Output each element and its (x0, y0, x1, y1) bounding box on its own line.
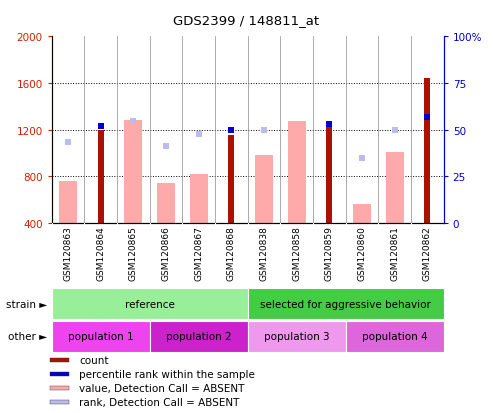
Bar (50, 358, 69, 362)
Bar (124, 121, 142, 223)
Bar (386, 152, 404, 223)
Bar (59, 182, 77, 223)
Text: GSM120868: GSM120868 (227, 225, 236, 280)
Bar (150, 321, 248, 352)
Text: GSM120858: GSM120858 (292, 225, 301, 280)
Text: GSM120864: GSM120864 (96, 225, 106, 280)
Bar (50, 400, 69, 404)
Bar (50, 372, 69, 376)
Bar (228, 135, 234, 223)
Bar (52, 289, 248, 320)
Bar (326, 123, 332, 223)
Text: selected for aggressive behavior: selected for aggressive behavior (260, 299, 431, 309)
Bar (248, 289, 444, 320)
Text: population 2: population 2 (166, 331, 232, 342)
Bar (248, 321, 346, 352)
Text: GSM120867: GSM120867 (194, 225, 203, 280)
Text: GDS2399 / 148811_at: GDS2399 / 148811_at (174, 14, 319, 27)
Text: reference: reference (125, 299, 175, 309)
Text: GSM120865: GSM120865 (129, 225, 138, 280)
Bar (157, 184, 175, 223)
Bar (288, 122, 306, 223)
Bar (346, 321, 444, 352)
Text: population 4: population 4 (362, 331, 427, 342)
Bar (190, 175, 208, 223)
Text: rank, Detection Call = ABSENT: rank, Detection Call = ABSENT (79, 397, 240, 407)
Bar (50, 386, 69, 390)
Text: other ►: other ► (8, 331, 47, 342)
Text: GSM120861: GSM120861 (390, 225, 399, 280)
Text: GSM120860: GSM120860 (357, 225, 367, 280)
Bar (98, 131, 104, 223)
Text: GSM120838: GSM120838 (259, 225, 269, 280)
Text: population 3: population 3 (264, 331, 329, 342)
Text: GSM120859: GSM120859 (325, 225, 334, 280)
Bar (52, 321, 150, 352)
Text: GSM120866: GSM120866 (162, 225, 171, 280)
Text: GSM120862: GSM120862 (423, 225, 432, 280)
Text: count: count (79, 355, 108, 365)
Text: percentile rank within the sample: percentile rank within the sample (79, 369, 255, 379)
Bar (255, 156, 273, 223)
Text: value, Detection Call = ABSENT: value, Detection Call = ABSENT (79, 383, 245, 393)
Text: strain ►: strain ► (5, 299, 47, 309)
Bar (424, 79, 430, 223)
Text: population 1: population 1 (68, 331, 134, 342)
Bar (353, 205, 371, 223)
Text: GSM120863: GSM120863 (64, 225, 72, 280)
